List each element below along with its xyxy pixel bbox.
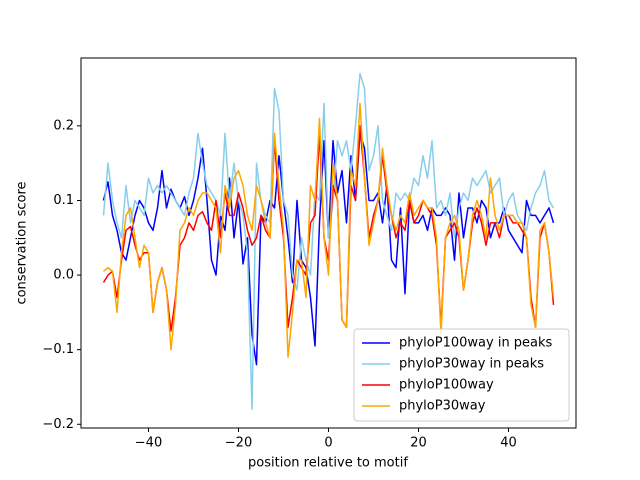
legend-label: phyloP100way in peaks (399, 336, 553, 351)
x-tick-label: 40 (500, 436, 517, 451)
y-tick-label: 0.1 (53, 193, 74, 208)
series-line (103, 102, 555, 358)
x-tick-label: 0 (324, 436, 332, 451)
x-tick-label: 20 (410, 436, 427, 451)
y-tick-label: −0.2 (42, 417, 74, 432)
x-tick-label: −40 (135, 436, 162, 451)
x-tick-label: −20 (225, 436, 252, 451)
y-tick-label: 0.0 (53, 268, 74, 283)
legend-label: phyloP30way (399, 399, 486, 414)
y-axis-label: conservation score (15, 181, 30, 304)
legend-label: phyloP30way in peaks (399, 357, 544, 372)
x-axis-label: position relative to motif (248, 456, 408, 471)
y-tick-label: −0.1 (42, 342, 74, 357)
series-line (102, 72, 555, 411)
legend-label: phyloP100way (399, 378, 494, 393)
plot-frame (80, 57, 577, 429)
y-tick-label: 0.2 (53, 118, 74, 133)
legend-box (353, 328, 570, 422)
